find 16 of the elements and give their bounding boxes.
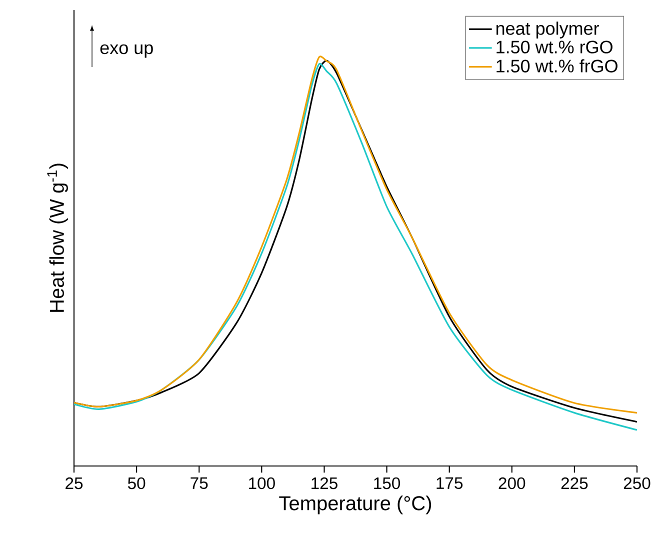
annotation: exo up [100,44,153,58]
legend-label: 1.50 wt.% frGO [496,59,618,72]
x-tick-label: 125 [312,477,338,490]
legend-label: 1.50 wt.% rGO [496,40,612,54]
x-tick-label: 100 [249,477,275,490]
x-tick-label: 175 [436,477,463,489]
x-tick-label: 250 [624,477,650,490]
x-axis-title: Temperature (°C) [279,496,432,514]
x-tick-label: 150 [374,477,400,490]
legend-label: neat polymer [496,22,599,38]
x-tick-label: 50 [128,477,146,490]
x-tick-label: 75 [190,477,208,489]
x-tick-label: 200 [498,477,526,490]
x-tick-label: 25 [66,477,83,490]
x-tick-label: 225 [561,477,588,490]
y-axis-title: Heat flow (W g$^{-1}$) [47,164,68,312]
